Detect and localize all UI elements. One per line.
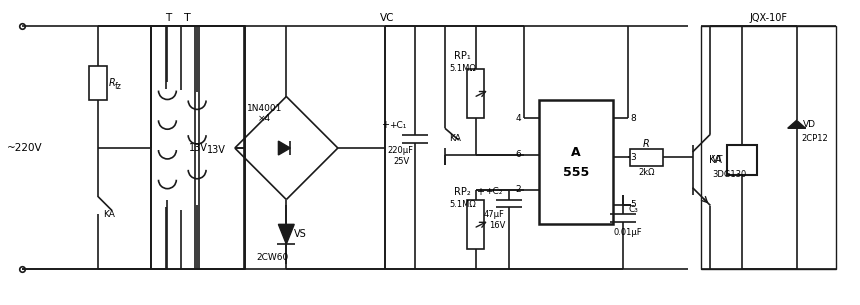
- Text: +C₁: +C₁: [390, 121, 407, 130]
- Text: 13V: 13V: [189, 143, 208, 153]
- Bar: [150, 26, 243, 269]
- Text: JQX-10F: JQX-10F: [749, 13, 788, 23]
- Text: 2CP12: 2CP12: [802, 134, 828, 143]
- Text: KA: KA: [103, 210, 115, 219]
- Text: 5.1MΩ: 5.1MΩ: [450, 64, 476, 73]
- Text: 5.1MΩ: 5.1MΩ: [450, 200, 476, 209]
- Bar: [89, 66, 107, 100]
- Polygon shape: [279, 141, 291, 155]
- Text: VC: VC: [380, 13, 395, 23]
- Text: 13V: 13V: [207, 145, 226, 155]
- Text: 3: 3: [630, 153, 636, 162]
- Text: C₃: C₃: [628, 205, 638, 214]
- Text: KA: KA: [710, 155, 722, 165]
- Text: 5: 5: [630, 200, 636, 209]
- Text: VD: VD: [802, 120, 815, 129]
- Text: R: R: [643, 138, 650, 149]
- Text: VS: VS: [294, 229, 307, 239]
- Bar: [467, 199, 484, 249]
- Text: T: T: [184, 13, 191, 23]
- Text: 6: 6: [515, 150, 521, 160]
- Bar: [630, 149, 663, 166]
- Polygon shape: [279, 224, 294, 244]
- Bar: [150, 26, 245, 269]
- Text: R: R: [109, 78, 116, 88]
- Text: VT: VT: [712, 156, 724, 164]
- Text: 2: 2: [515, 185, 521, 194]
- Bar: [728, 145, 757, 175]
- Text: RP₁: RP₁: [454, 51, 470, 61]
- Text: 47μF: 47μF: [483, 210, 504, 219]
- Text: 220μF: 220μF: [387, 145, 414, 155]
- Text: 2CW60: 2CW60: [256, 253, 289, 262]
- Text: KA: KA: [449, 134, 461, 143]
- Text: +C₂: +C₂: [486, 187, 503, 196]
- Text: T: T: [165, 13, 171, 23]
- Bar: [701, 26, 836, 269]
- Text: 0.01μF: 0.01μF: [613, 228, 642, 237]
- Text: 25V: 25V: [393, 157, 409, 167]
- Text: +: +: [476, 187, 483, 197]
- Bar: [467, 69, 484, 118]
- Text: 1N4001
×4: 1N4001 ×4: [247, 104, 282, 123]
- Text: 2kΩ: 2kΩ: [638, 168, 654, 177]
- Text: A: A: [571, 146, 581, 159]
- Text: RP₂: RP₂: [454, 187, 470, 197]
- Bar: [539, 100, 613, 224]
- Text: 8: 8: [630, 114, 636, 123]
- Text: 3DG130: 3DG130: [712, 170, 746, 179]
- Text: +: +: [382, 120, 390, 130]
- Polygon shape: [788, 120, 806, 128]
- Text: ~220V: ~220V: [7, 143, 42, 153]
- Text: 4: 4: [515, 114, 521, 123]
- Text: fz: fz: [115, 82, 122, 91]
- Text: 16V: 16V: [489, 221, 506, 230]
- Text: 555: 555: [563, 166, 589, 179]
